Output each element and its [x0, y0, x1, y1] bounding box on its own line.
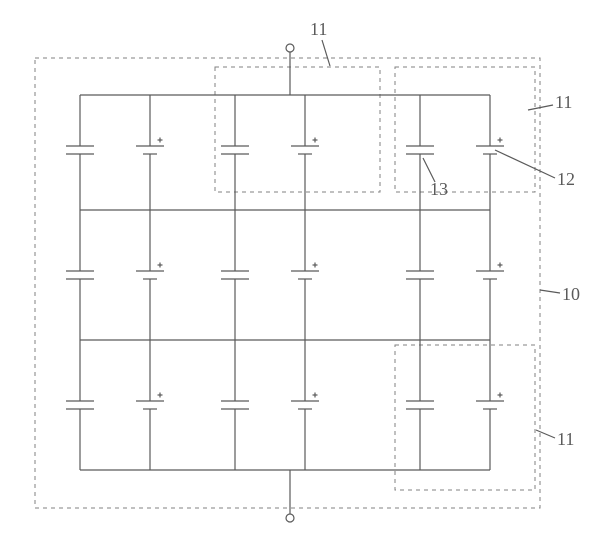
- ref-label: 10: [562, 284, 580, 304]
- ref-label: 13: [430, 179, 448, 199]
- ref-label: 11: [557, 429, 574, 449]
- ref-label: 11: [555, 92, 572, 112]
- ref-label: 12: [557, 169, 575, 189]
- circuit-diagram: 11 11 12 13 10 11: [0, 0, 591, 543]
- ref-label: 11: [310, 19, 327, 39]
